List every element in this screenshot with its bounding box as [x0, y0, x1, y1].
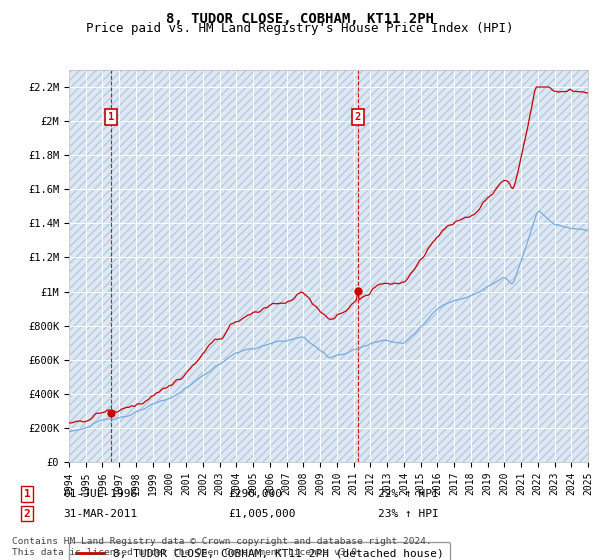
- Text: 1: 1: [108, 112, 114, 122]
- Text: 22% ↑ HPI: 22% ↑ HPI: [378, 489, 439, 499]
- Text: 2: 2: [23, 508, 31, 519]
- Text: 1: 1: [23, 489, 31, 499]
- Text: £290,000: £290,000: [228, 489, 282, 499]
- Text: 2: 2: [355, 112, 361, 122]
- Text: 01-JUL-1996: 01-JUL-1996: [63, 489, 137, 499]
- Text: Price paid vs. HM Land Registry's House Price Index (HPI): Price paid vs. HM Land Registry's House …: [86, 22, 514, 35]
- Text: Contains HM Land Registry data © Crown copyright and database right 2024.
This d: Contains HM Land Registry data © Crown c…: [12, 537, 432, 557]
- Legend: 8, TUDOR CLOSE, COBHAM, KT11 2PH (detached house), HPI: Average price, detached : 8, TUDOR CLOSE, COBHAM, KT11 2PH (detach…: [70, 542, 450, 560]
- Text: 8, TUDOR CLOSE, COBHAM, KT11 2PH: 8, TUDOR CLOSE, COBHAM, KT11 2PH: [166, 12, 434, 26]
- Text: 31-MAR-2011: 31-MAR-2011: [63, 508, 137, 519]
- Text: 23% ↑ HPI: 23% ↑ HPI: [378, 508, 439, 519]
- Text: £1,005,000: £1,005,000: [228, 508, 296, 519]
